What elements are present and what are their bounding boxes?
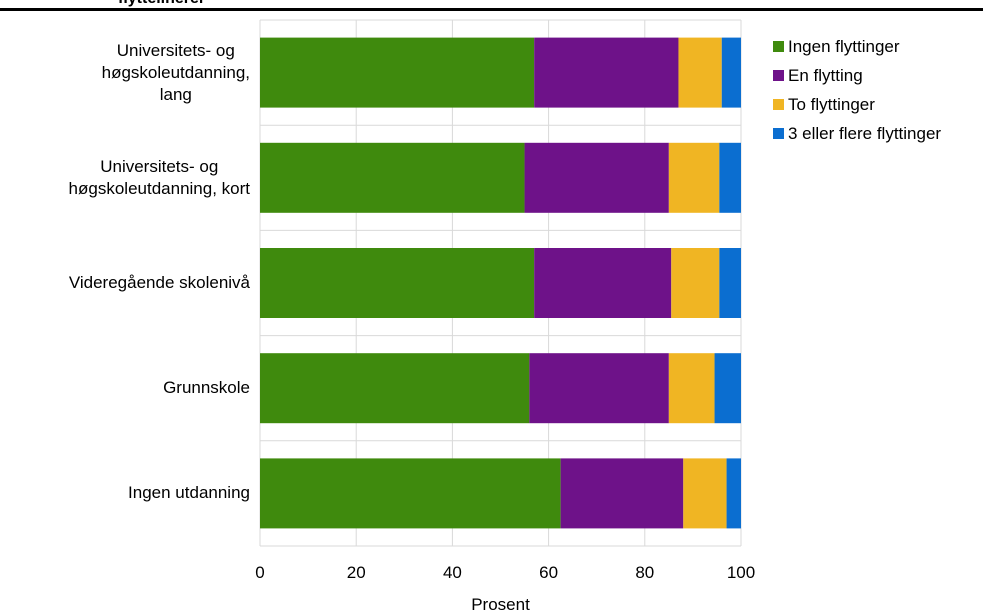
legend-item: Ingen flyttinger xyxy=(773,32,941,61)
bar-segment xyxy=(714,353,741,424)
category-labels: Universitets- og høgskoleutdanning, lang Un… xyxy=(0,0,250,614)
legend-label: 3 eller flere flyttinger xyxy=(788,123,942,143)
bar-segment xyxy=(529,353,669,424)
category-label: Videregående skolenivå xyxy=(69,272,250,294)
legend-label: En flytting xyxy=(788,65,863,85)
x-tick-label: 100 xyxy=(727,563,755,582)
category-label-line: Videregående skolenivå xyxy=(68,273,250,292)
legend-swatch xyxy=(773,41,784,52)
bar-segment xyxy=(534,37,679,108)
category-label-line: Universitets- og xyxy=(100,156,219,176)
legend-swatch xyxy=(773,128,784,139)
bar-segment xyxy=(668,142,720,213)
x-tick-label: 20 xyxy=(347,563,366,582)
legend-swatch xyxy=(773,99,784,110)
bar-segment xyxy=(260,142,525,213)
bar-segment xyxy=(726,458,741,529)
category-label-line: lang xyxy=(159,84,192,104)
x-axis-label: Prosent xyxy=(471,595,530,614)
bar-segment xyxy=(721,37,741,108)
top-rule xyxy=(0,8,983,11)
x-tick-label: 0 xyxy=(255,563,264,582)
bar-segment xyxy=(683,458,727,529)
category-label: Universitets- og høgskoleutdanning, kort xyxy=(69,156,250,200)
legend-item: En flytting xyxy=(773,61,941,90)
legend-label: To flyttinger xyxy=(788,94,875,114)
bar-segment xyxy=(534,248,672,318)
bar-segment xyxy=(560,458,684,529)
bar-segment xyxy=(668,353,715,424)
bar-segment xyxy=(524,142,669,213)
category-label-line: Universitets- og xyxy=(116,40,235,60)
bar-segment xyxy=(719,142,741,213)
chart-title-fragment: flyttelinerer xyxy=(118,0,205,8)
chart-legend: Ingen flyttinger En flytting To flyttinger… xyxy=(773,32,941,148)
bar-segment xyxy=(678,37,722,108)
category-label: Ingen utdanning xyxy=(128,482,250,504)
x-tick-label: 60 xyxy=(539,563,558,582)
category-label-line: Grunnskole xyxy=(163,378,250,398)
bar-segment xyxy=(260,353,530,424)
category-label-line: Ingen utdanning xyxy=(128,483,250,503)
bar-segment xyxy=(719,248,741,318)
bar-segment xyxy=(671,248,720,318)
category-label: Grunnskole xyxy=(163,377,250,399)
category-label-line: høgskoleutdanning, kort xyxy=(68,178,250,198)
bar-segment xyxy=(260,458,561,529)
category-label-line: høgskoleutdanning, xyxy=(101,62,250,82)
legend-item: To flyttinger xyxy=(773,90,941,119)
legend-item: 3 eller flere flyttinger xyxy=(773,119,941,148)
category-label: Universitets- og høgskoleutdanning, lang xyxy=(102,40,250,106)
x-tick-label: 40 xyxy=(443,563,462,582)
legend-swatch xyxy=(773,70,784,81)
legend-label: Ingen flyttinger xyxy=(788,36,900,56)
bar-segment xyxy=(260,248,535,318)
bar-segment xyxy=(260,37,535,108)
x-tick-label: 80 xyxy=(635,563,654,582)
